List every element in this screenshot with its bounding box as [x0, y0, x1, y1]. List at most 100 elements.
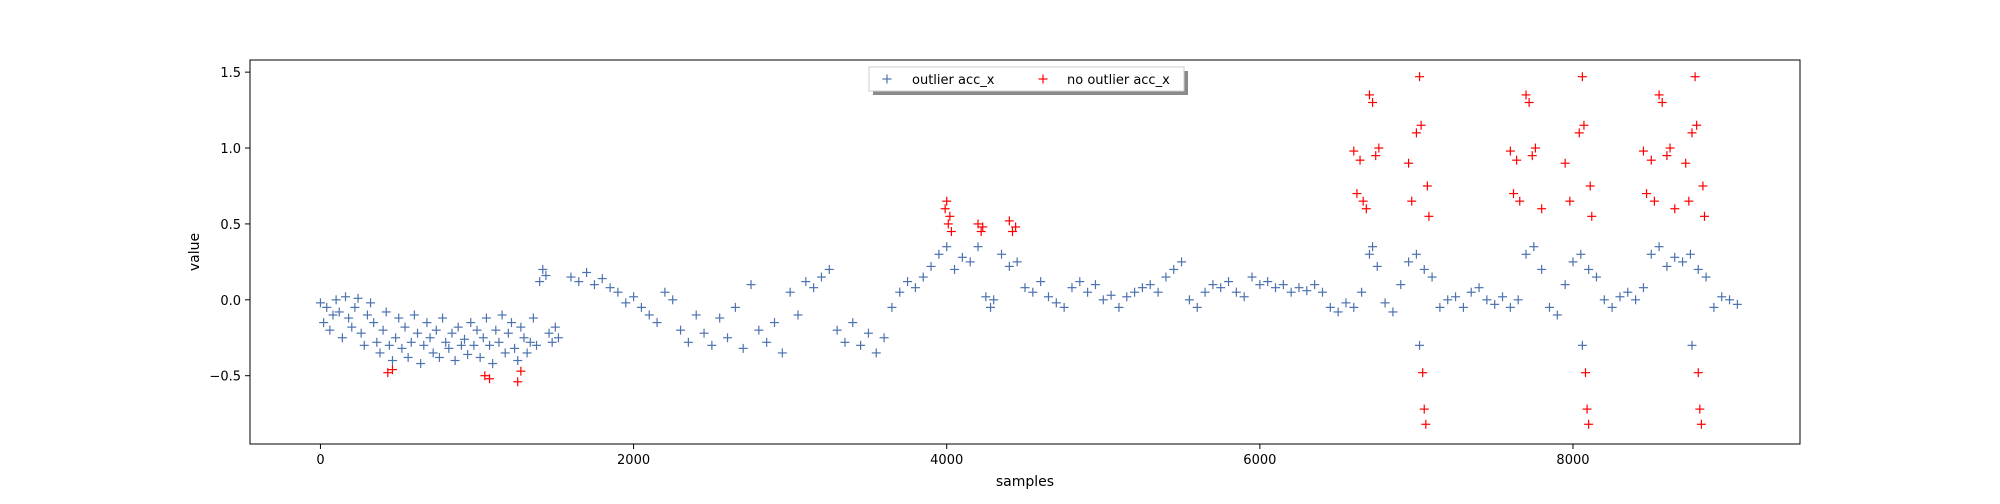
- data-point: [1498, 292, 1508, 302]
- data-point: [494, 337, 504, 347]
- data-point: [359, 340, 369, 350]
- data-point: [840, 337, 850, 347]
- data-point: [1122, 292, 1132, 302]
- data-point: [1529, 242, 1539, 252]
- data-point: [532, 340, 542, 350]
- data-point: [1505, 302, 1515, 312]
- data-point: [1693, 264, 1703, 274]
- data-point: [942, 242, 952, 252]
- data-point: [513, 356, 523, 366]
- legend: outlier acc_x no outlier acc_x: [868, 66, 1188, 95]
- y-tick-label: −0.5: [209, 370, 241, 385]
- data-point: [1043, 292, 1053, 302]
- data-point: [1579, 120, 1589, 130]
- data-point: [535, 277, 545, 287]
- data-point: [1239, 292, 1249, 302]
- data-point: [375, 348, 385, 358]
- data-point: [372, 337, 382, 347]
- data-point: [544, 328, 554, 338]
- data-point: [723, 333, 733, 343]
- data-point: [1255, 280, 1265, 290]
- data-point: [1169, 264, 1179, 274]
- data-point: [1701, 272, 1711, 282]
- data-point: [1137, 283, 1147, 293]
- data-point: [1568, 257, 1578, 267]
- data-point: [621, 298, 631, 308]
- data-point: [463, 349, 473, 359]
- data-point: [403, 352, 413, 362]
- x-tick-label: 8000: [1556, 453, 1589, 468]
- data-point: [1687, 340, 1697, 350]
- data-point: [1515, 196, 1525, 206]
- data-point: [541, 271, 551, 281]
- data-point: [1709, 302, 1719, 312]
- data-point: [1419, 264, 1429, 274]
- data-point: [1364, 90, 1374, 100]
- data-point: [366, 298, 376, 308]
- data-point: [1411, 128, 1421, 138]
- data-point: [387, 365, 397, 375]
- data-point: [1654, 90, 1664, 100]
- data-point: [1130, 287, 1140, 297]
- y-tick-label: 0.5: [220, 218, 241, 233]
- data-point: [824, 264, 834, 274]
- data-point: [1466, 287, 1476, 297]
- data-point: [1388, 307, 1398, 317]
- data-point: [1416, 120, 1426, 130]
- data-point: [1357, 287, 1367, 297]
- data-point: [1372, 261, 1382, 271]
- data-point: [1051, 298, 1061, 308]
- data-point: [1177, 257, 1187, 267]
- data-point: [1646, 249, 1656, 259]
- data-point: [715, 313, 725, 323]
- data-point: [1263, 277, 1273, 287]
- data-point: [381, 307, 391, 317]
- data-point: [1524, 97, 1534, 107]
- data-point: [1422, 181, 1432, 191]
- legend-box: [868, 66, 1185, 92]
- data-point: [1106, 290, 1116, 300]
- data-point: [1294, 283, 1304, 293]
- data-point: [1574, 128, 1584, 138]
- data-point: [1368, 97, 1378, 107]
- data-point: [699, 328, 709, 338]
- series-0: [315, 242, 1742, 369]
- data-point: [981, 292, 991, 302]
- data-point: [1153, 287, 1163, 297]
- data-point: [1646, 155, 1656, 165]
- data-point: [1615, 292, 1625, 302]
- data-point: [1591, 272, 1601, 282]
- data-point: [1020, 283, 1030, 293]
- data-point: [369, 318, 379, 328]
- data-point: [1184, 295, 1194, 305]
- data-point: [1341, 298, 1351, 308]
- data-point: [416, 359, 426, 369]
- x-tick-label: 4000: [930, 453, 963, 468]
- data-point: [1004, 216, 1014, 226]
- data-point: [1114, 302, 1124, 312]
- data-point: [1355, 155, 1365, 165]
- data-point: [1090, 280, 1100, 290]
- data-point: [636, 302, 646, 312]
- legend-marker-glyph: [1038, 74, 1048, 84]
- data-point: [1145, 280, 1155, 290]
- data-point: [1662, 261, 1672, 271]
- data-point: [785, 287, 795, 297]
- data-point: [497, 310, 507, 320]
- data-point: [976, 227, 986, 237]
- data-point: [347, 322, 357, 332]
- data-point: [413, 328, 423, 338]
- data-point: [356, 328, 366, 338]
- data-point: [1692, 120, 1702, 130]
- data-point: [1007, 227, 1017, 237]
- data-point: [491, 325, 501, 335]
- legend-marker-glyph: [882, 74, 892, 84]
- data-point: [1585, 181, 1595, 191]
- data-point: [1665, 143, 1675, 153]
- data-point: [660, 287, 670, 297]
- data-point: [362, 310, 372, 320]
- data-point: [406, 337, 416, 347]
- data-point: [832, 325, 842, 335]
- data-point: [475, 352, 485, 362]
- data-point: [1278, 280, 1288, 290]
